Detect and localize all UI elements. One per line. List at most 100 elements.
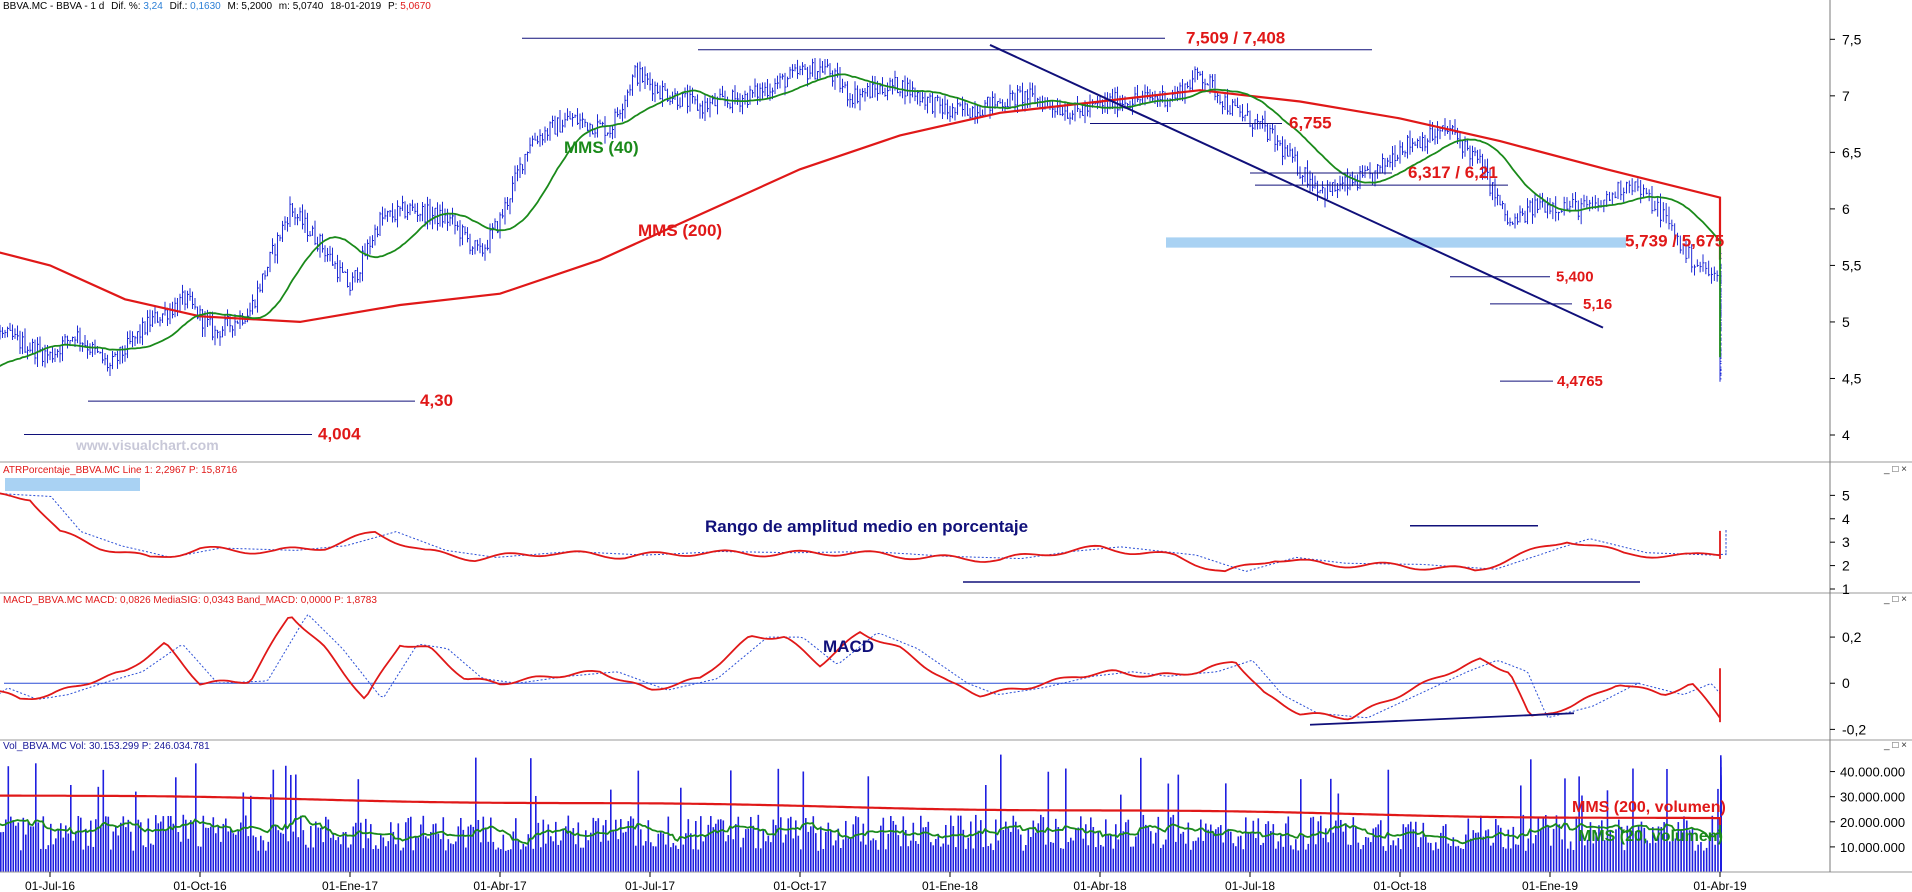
atr-y-tick-label: 2 (1842, 558, 1850, 574)
volume-bar (1669, 841, 1671, 872)
volume-bar (1592, 843, 1595, 872)
volume-bar (257, 850, 260, 872)
volume-bar (5, 819, 7, 872)
volume-bar (1649, 843, 1651, 872)
volume-bar (1400, 849, 1402, 872)
volume-bar (965, 848, 967, 872)
volume-bar (1342, 831, 1345, 872)
volume-bar (1674, 838, 1677, 872)
volume-bar (422, 815, 425, 872)
volume-bar (162, 816, 165, 872)
volume-bar (952, 825, 955, 872)
volume-bar (1092, 826, 1095, 872)
volume-bar (632, 818, 635, 872)
macd-y-tick-label: 0,2 (1842, 629, 1862, 645)
x-tick-label: 01-Ene-17 (322, 879, 378, 892)
volume-bar (245, 815, 247, 872)
volume-bar (707, 824, 710, 872)
volume-bar (1142, 814, 1145, 872)
volume-bar (772, 819, 775, 872)
price-header-label: BBVA.MC - BBVA - 1 d (3, 1, 105, 12)
volume-bar (407, 818, 410, 872)
stat-dif-label: Dif.: (169, 1, 188, 12)
volume-bar (547, 824, 550, 872)
volume-bar (1492, 842, 1495, 872)
volume-bar (1660, 827, 1663, 872)
vol-y-tick-label: 30.000.000 (1840, 790, 1905, 805)
volume-bar (950, 815, 952, 872)
volume-bar (17, 822, 20, 872)
volume-bar (1415, 821, 1417, 872)
volume-bar (442, 817, 445, 872)
volume-bar (1535, 835, 1537, 872)
volume-bar (1310, 817, 1312, 872)
volume-bar (277, 830, 280, 872)
volume-bar (510, 849, 512, 872)
volume-bar (1598, 825, 1600, 872)
volume-bar (1055, 818, 1057, 872)
volume-window-controls[interactable]: _ □ × (1884, 740, 1907, 751)
volume-bar (1350, 844, 1352, 872)
volume-bar (1572, 849, 1575, 872)
volume-bar (457, 826, 460, 872)
volume-bar (627, 821, 630, 872)
level-6317-label: 6,317 / 6,21 (1408, 163, 1498, 182)
volume-bar (1397, 838, 1400, 872)
volume-bar (1330, 778, 1332, 872)
volume-bar (832, 845, 835, 872)
volume-bar (7, 766, 10, 872)
macd-window-controls[interactable]: _ □ × (1884, 594, 1907, 605)
volume-bar (732, 839, 735, 872)
volume-bar (322, 842, 325, 872)
volume-bar (32, 826, 35, 872)
volume-bar (1595, 832, 1597, 872)
volume-bar (742, 837, 745, 872)
volume-bar (902, 816, 905, 872)
volume-bar (517, 840, 520, 872)
price-y-tick-label: 7,5 (1842, 31, 1862, 47)
volume-bar (1212, 831, 1215, 872)
volume-bars (0, 754, 1722, 872)
volume-bar (1250, 832, 1252, 872)
macd-signal-line (0, 613, 1721, 723)
volume-bar (842, 839, 845, 872)
volume-bar (1300, 779, 1302, 872)
volume-bar (1202, 840, 1205, 872)
volume-bar (0, 832, 2, 872)
volume-bar (810, 826, 812, 872)
atr-window-controls[interactable]: _ □ × (1884, 464, 1907, 475)
volume-bar (332, 832, 335, 872)
volume-bar (607, 840, 610, 872)
volume-bar (142, 845, 145, 872)
volume-bar (1105, 819, 1107, 872)
volume-panel: MMS (200, volumen) MMS (20, volumen) (0, 754, 1726, 872)
volume-bar (1450, 845, 1452, 872)
volume-bar (1561, 839, 1563, 872)
volume-bar (107, 816, 110, 872)
volume-bar (982, 847, 985, 872)
volume-bar (910, 840, 912, 872)
volume-bar (275, 825, 277, 872)
volume-bar (1012, 815, 1015, 872)
volume-bar (570, 832, 572, 872)
volume-bar (905, 830, 907, 872)
volume-bar (1717, 788, 1719, 872)
volume-bar (682, 844, 685, 872)
volume-bar (1677, 822, 1680, 872)
volume-bar (637, 770, 640, 872)
volume-bar (1380, 820, 1382, 872)
volume-bar (847, 838, 850, 872)
volume-bar (1282, 846, 1285, 872)
volume-bar (600, 841, 602, 872)
volume-bar (1589, 822, 1592, 872)
volume-bar (1402, 824, 1405, 872)
volume-bar (962, 829, 965, 872)
volume-bar (1132, 846, 1135, 872)
volume-bar (450, 843, 452, 872)
volume-bar (602, 825, 605, 872)
volume-bar (472, 826, 475, 872)
volume-bar (1482, 836, 1485, 872)
volume-bar (845, 820, 847, 872)
volume-bar (1462, 848, 1465, 872)
volume-bar (37, 822, 40, 872)
